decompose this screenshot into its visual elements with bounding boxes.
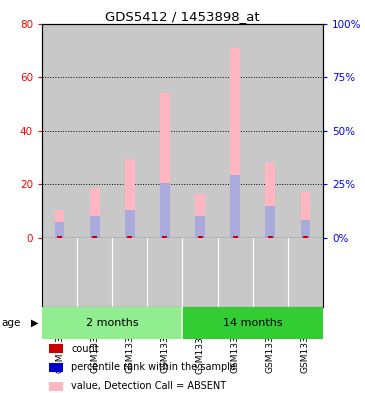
Bar [162, 236, 168, 238]
Bar [195, 216, 205, 238]
Bar [160, 183, 170, 238]
Bar [300, 220, 310, 238]
Bar [125, 209, 135, 238]
Bar [233, 236, 238, 238]
Bar [197, 236, 203, 238]
Bar [303, 236, 308, 238]
Bar [42, 307, 182, 339]
Bar [265, 206, 275, 238]
Text: count: count [71, 343, 99, 354]
Bar [42, 24, 77, 238]
Bar [112, 24, 147, 238]
Bar [92, 236, 97, 238]
Bar [57, 236, 62, 238]
Bar [230, 48, 240, 238]
Bar [268, 236, 273, 238]
Bar [55, 222, 65, 238]
Text: GDS5412 / 1453898_at: GDS5412 / 1453898_at [105, 10, 260, 23]
Text: age: age [2, 318, 21, 328]
Text: ▶: ▶ [31, 318, 38, 328]
Text: percentile rank within the sample: percentile rank within the sample [71, 362, 236, 373]
Bar [288, 24, 323, 238]
Text: 14 months: 14 months [223, 318, 283, 328]
Bar [265, 163, 275, 238]
Text: 2 months: 2 months [86, 318, 139, 328]
Bar [90, 188, 100, 238]
Bar [195, 194, 205, 238]
Bar [218, 24, 253, 238]
Bar [230, 175, 240, 238]
Bar [147, 24, 182, 238]
Bar [125, 159, 135, 238]
Text: value, Detection Call = ABSENT: value, Detection Call = ABSENT [71, 381, 226, 391]
Bar [182, 24, 218, 238]
Bar [300, 192, 310, 238]
Bar [253, 24, 288, 238]
Bar [160, 93, 170, 238]
Bar [182, 307, 323, 339]
Bar [90, 216, 100, 238]
Bar [55, 209, 65, 238]
Bar [77, 24, 112, 238]
Bar [127, 236, 132, 238]
